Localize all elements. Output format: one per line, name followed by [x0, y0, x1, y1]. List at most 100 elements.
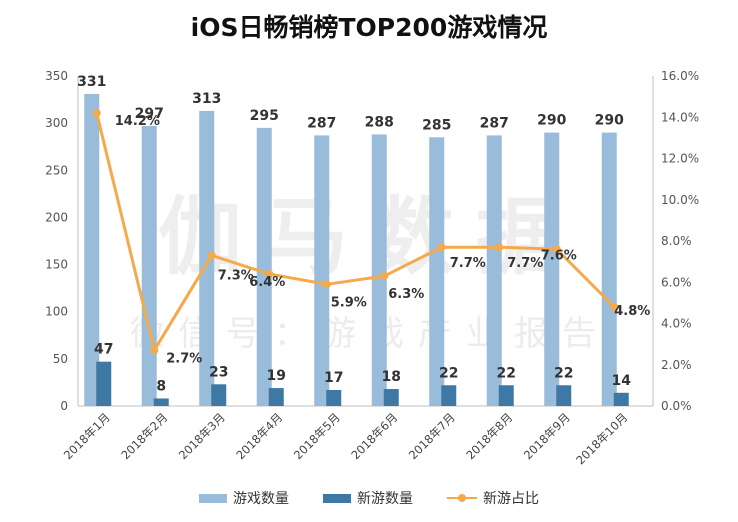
point-new-ratio: [552, 245, 561, 254]
x-tick-label: 2018年2月: [118, 410, 170, 462]
data-label-new-games: 22: [439, 365, 458, 381]
bar-new-games: [268, 388, 284, 406]
y-right-tick-label: 12.0%: [661, 152, 699, 166]
data-label-new-games: 23: [209, 364, 228, 380]
point-new-ratio: [437, 243, 446, 252]
bar-games: [544, 132, 560, 407]
point-new-ratio: [495, 243, 504, 252]
bar-new-games: [556, 385, 572, 406]
point-new-ratio: [380, 272, 389, 281]
data-label-new-ratio: 7.3%: [218, 268, 254, 283]
data-label-games: 287: [307, 115, 336, 131]
x-tick-label: 2018年10月: [573, 410, 630, 467]
bar-games: [371, 134, 387, 406]
legend-swatch-new-ratio: [447, 492, 477, 504]
y-right-tick-label: 8.0%: [661, 234, 692, 248]
data-label-games: 285: [422, 117, 451, 133]
bar-new-games: [96, 361, 112, 406]
y-right-tick-label: 4.0%: [661, 317, 692, 331]
data-label-new-ratio: 5.9%: [331, 295, 367, 310]
data-label-new-ratio: 7.6%: [541, 248, 577, 263]
combo-chart: 0 50 100 150 200 250 300 350 0.0% 2.0% 4.0% 6.0% 8.0…: [45, 69, 699, 467]
bar-new-games: [383, 389, 399, 406]
data-label-new-games: 19: [267, 368, 286, 384]
line-new-ratio: [95, 112, 616, 352]
data-label-games: 295: [250, 108, 279, 124]
data-label-new-games: 18: [382, 369, 401, 385]
bar-new-games: [326, 389, 342, 406]
y-right-tick-label: 10.0%: [661, 193, 699, 207]
bar-games: [314, 135, 330, 406]
legend: 游戏数量 新游数量 新游占比: [0, 488, 738, 508]
bar-games: [486, 135, 502, 406]
legend-item-games[interactable]: 游戏数量: [199, 488, 289, 508]
y-left-tick-label: 250: [45, 163, 68, 177]
data-label-new-games: 22: [497, 365, 516, 381]
point-new-ratio: [92, 109, 101, 118]
data-label-new-games: 8: [156, 378, 166, 394]
x-tick-label: 2018年1月: [61, 410, 113, 462]
bar-games: [256, 127, 272, 406]
y-right-tick-label: 6.0%: [661, 275, 692, 289]
data-label-games: 331: [77, 74, 106, 90]
y-left-tick-label: 200: [45, 210, 68, 224]
data-label-games: 313: [192, 91, 221, 107]
bar-games: [601, 132, 617, 407]
x-tick-label: 2018年9月: [521, 410, 573, 462]
data-label-new-games: 17: [324, 370, 343, 386]
bar-new-games: [441, 385, 457, 406]
legend-label-new-games: 新游数量: [357, 491, 413, 507]
data-label-new-ratio: 6.3%: [388, 287, 424, 302]
bar-games: [84, 93, 100, 407]
y-right-tick-label: 16.0%: [661, 69, 699, 83]
bar-games: [141, 125, 157, 406]
point-new-ratio: [150, 346, 159, 355]
bar-new-games: [211, 384, 227, 406]
bar-new-games: [153, 398, 169, 406]
bar-games: [429, 137, 445, 407]
x-tick-label: 2018年3月: [176, 410, 228, 462]
legend-label-new-ratio: 新游占比: [483, 491, 539, 507]
data-label-new-ratio: 6.4%: [249, 275, 285, 290]
point-new-ratio: [322, 280, 331, 289]
data-label-games: 287: [480, 115, 509, 131]
bar-new-games: [613, 392, 629, 406]
bar-new-games: [498, 385, 514, 406]
data-label-new-games: 47: [94, 342, 113, 358]
legend-item-new-ratio[interactable]: 新游占比: [447, 488, 539, 508]
y-left-tick-label: 50: [53, 352, 68, 366]
data-label-new-games: 22: [554, 365, 573, 381]
x-tick-label: 2018年4月: [233, 410, 285, 462]
data-label-games: 288: [365, 114, 394, 130]
y-right-tick-label: 2.0%: [661, 358, 692, 372]
y-left-tick-label: 300: [45, 116, 68, 130]
y-left-tick-label: 0: [60, 399, 68, 413]
y-left-tick-label: 150: [45, 258, 68, 272]
data-label-new-ratio: 14.2%: [115, 114, 160, 129]
x-tick-label: 2018年5月: [291, 410, 343, 462]
y-left-tick-label: 100: [45, 305, 68, 319]
legend-swatch-games: [199, 493, 227, 503]
data-label-games: 297: [135, 106, 164, 122]
chart-title: iOS日畅销榜TOP200游戏情况: [190, 13, 548, 42]
legend-swatch-new-games: [323, 493, 351, 503]
legend-item-new-games[interactable]: 新游数量: [323, 488, 413, 508]
bar-games: [199, 110, 215, 406]
data-label-new-ratio: 7.7%: [450, 256, 486, 271]
x-tick-label: 2018年7月: [406, 410, 458, 462]
y-left-tick-label: 350: [45, 69, 68, 83]
legend-label-games: 游戏数量: [233, 491, 289, 507]
y-right-tick-label: 0.0%: [661, 399, 692, 413]
y-right-tick-label: 14.0%: [661, 110, 699, 124]
data-label-new-ratio: 4.8%: [614, 304, 650, 319]
point-new-ratio: [610, 303, 619, 311]
x-tick-label: 2018年8月: [463, 410, 515, 462]
data-label-new-ratio: 7.7%: [507, 256, 543, 271]
point-new-ratio: [207, 251, 216, 260]
x-tick-label: 2018年6月: [348, 410, 400, 462]
data-label-games: 290: [537, 113, 566, 129]
point-new-ratio: [265, 270, 274, 278]
data-label-new-games: 14: [612, 373, 632, 389]
data-label-new-ratio: 2.7%: [166, 351, 202, 366]
data-label-games: 290: [595, 113, 624, 129]
